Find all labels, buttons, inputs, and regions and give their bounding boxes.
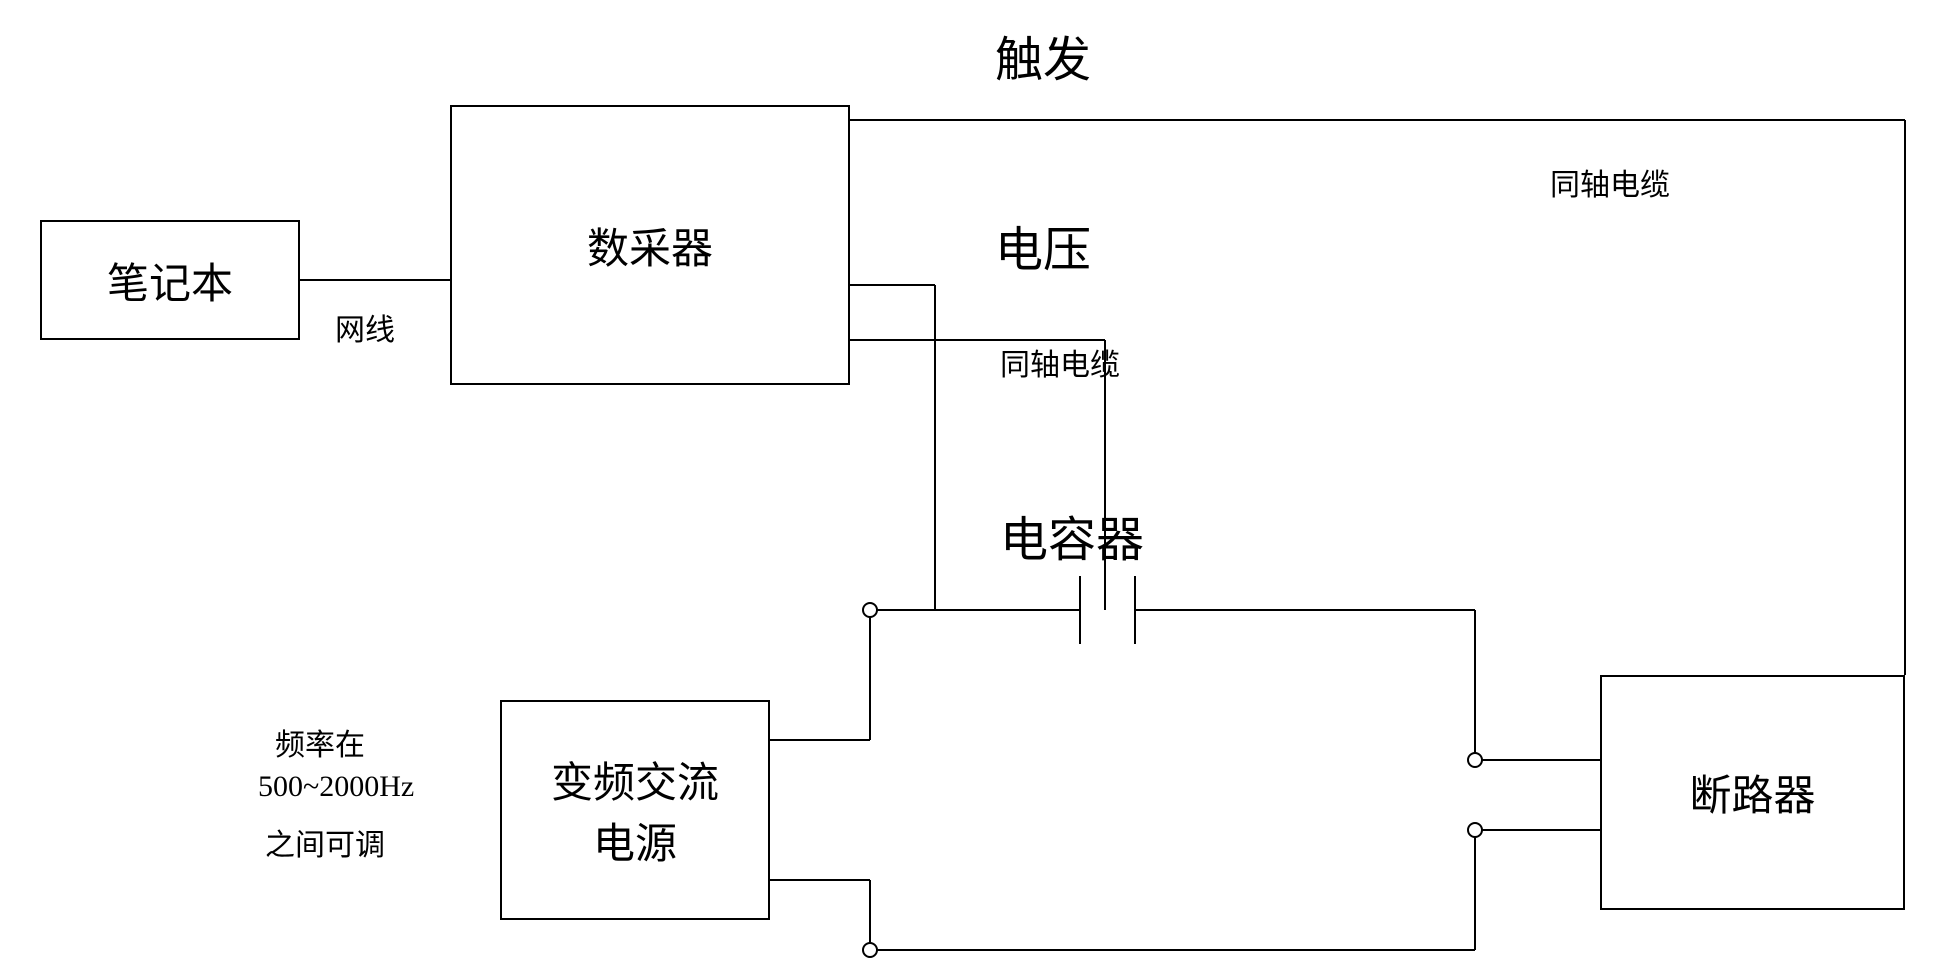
voltage-label: 电压 (995, 210, 1091, 280)
coax1-label: 同轴电缆 (1550, 160, 1670, 204)
laptop-box: 笔记本 (40, 220, 300, 340)
node-top-right (1468, 753, 1482, 767)
node-bot-right (1468, 823, 1482, 837)
freq-note-l1: 频率在 (275, 720, 365, 764)
node-bot-left (863, 943, 877, 957)
breaker-label: 断路器 (1689, 762, 1815, 823)
trigger-label: 触发 (995, 20, 1091, 90)
netcable-label: 网线 (335, 305, 395, 349)
breaker-box: 断路器 (1600, 675, 1905, 910)
coax2-label: 同轴电缆 (1000, 340, 1120, 384)
laptop-label: 笔记本 (107, 250, 233, 311)
ac-source-box: 变频交流 电源 (500, 700, 770, 920)
capacitor-label: 电容器 (1000, 500, 1144, 570)
node-top-left (863, 603, 877, 617)
data-collector-label: 数采器 (587, 215, 713, 276)
ac-source-label: 变频交流 电源 (551, 749, 719, 871)
freq-note-l2: 500~2000Hz (258, 770, 414, 804)
freq-note-l3: 之间可调 (265, 820, 385, 864)
data-collector-box: 数采器 (450, 105, 850, 385)
